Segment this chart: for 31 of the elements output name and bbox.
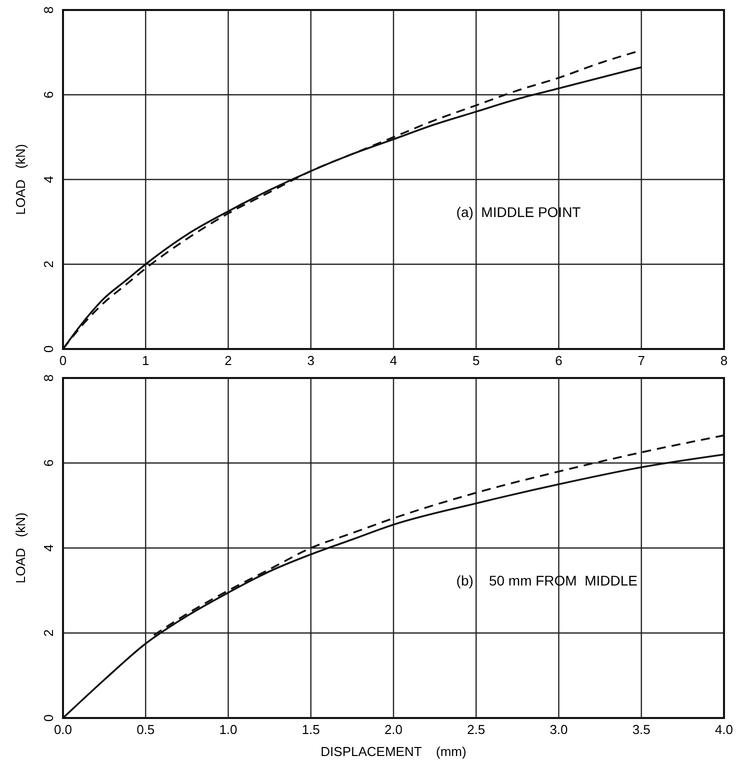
- x-tick-label: 0.5: [136, 722, 155, 737]
- x-tick-label: 1.0: [219, 722, 238, 737]
- x-tick-label: 2: [224, 353, 232, 368]
- x-tick-label: 2.0: [384, 722, 403, 737]
- x-tick-label: 3: [307, 353, 314, 368]
- x-tick-label: 0: [59, 353, 67, 368]
- x-tick-label: 6: [555, 353, 562, 368]
- y-tick-label: 8: [41, 6, 56, 14]
- y-tick-label: 2: [41, 260, 56, 268]
- x-tick-label: 8: [720, 353, 728, 368]
- x-tick-label: 1.5: [302, 722, 320, 737]
- x-tick-label: 0.0: [54, 722, 72, 737]
- y-tick-label: 4: [41, 544, 56, 552]
- y-axis-title: LOAD (kN): [13, 512, 28, 584]
- y-tick-label: 8: [41, 374, 56, 382]
- x-tick-label: 4: [390, 353, 398, 368]
- x-tick-label: 1: [142, 353, 150, 368]
- y-tick-label: 0: [41, 714, 56, 722]
- y-tick-label: 0: [41, 345, 56, 353]
- x-tick-label: 3.0: [550, 722, 568, 737]
- x-axis-title: DISPLACEMENT (mm): [320, 744, 466, 759]
- x-tick-label: 5: [472, 353, 480, 368]
- y-tick-label: 6: [41, 459, 56, 467]
- x-tick-label: 4.0: [714, 722, 734, 737]
- x-tick-label: 7: [638, 353, 645, 368]
- y-tick-label: 2: [41, 629, 56, 637]
- y-tick-label: 6: [41, 91, 56, 98]
- x-tick-label: 3.5: [632, 722, 650, 737]
- y-tick-label: 4: [41, 176, 56, 184]
- y-axis-title: LOAD (kN): [13, 144, 28, 215]
- x-tick-label: 2.5: [467, 722, 486, 737]
